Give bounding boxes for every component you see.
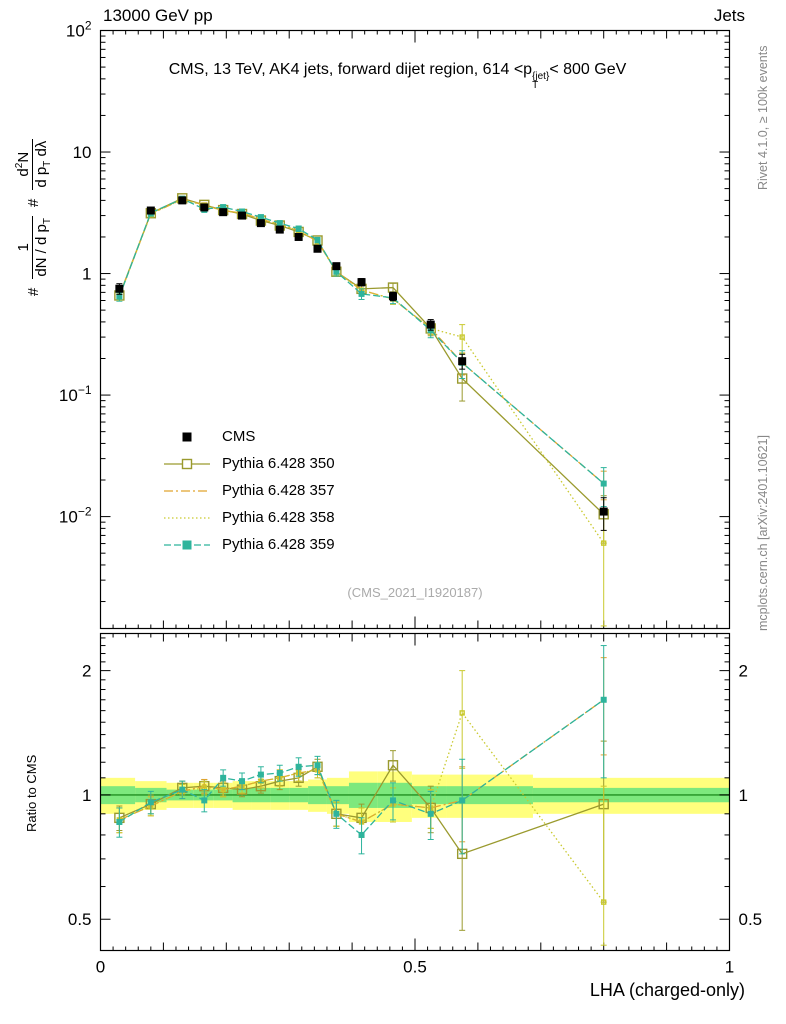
series-main-pythia-6-428-358 [116,196,607,627]
legend-marker-line-icon [164,516,210,519]
legend-marker-filled-square-icon [164,540,210,549]
svg-text:1: 1 [82,265,91,284]
svg-text:10−1: 10−1 [59,383,92,405]
mcplots-reference-note: mcplots.cern.ch [arXiv:2401.10621] [756,435,770,631]
y-axis-fraction-1: 1 dN / d pT [14,216,54,279]
legend-item: Pythia 6.428 357 [162,477,335,504]
plot-title: CMS, 13 TeV, AK4 jets, forward dijet reg… [168,61,627,91]
main-y-axis-label: # 1 dN / d pT # d2N d pT dλ [14,138,54,296]
axis-ticks [100,30,730,951]
svg-text:0.5: 0.5 [403,958,427,977]
legend-item: Pythia 6.428 359 [162,531,335,558]
svg-text:0.5: 0.5 [68,910,92,929]
legend-marker-open-square-icon [164,458,210,469]
legend-marker-line-icon [164,489,210,492]
svg-text:10−2: 10−2 [59,505,92,527]
legend-label: Pythia 6.428 359 [222,536,335,553]
pt-jet-symbol: {jet} T [532,71,550,91]
svg-text:1: 1 [739,786,748,805]
beam-energy-label: 13000 GeV pp [103,6,213,25]
legend-label: Pythia 6.428 357 [222,482,335,499]
svg-text:2: 2 [739,662,748,681]
x-axis-label: LHA (charged-only) [589,980,745,1000]
plot-title-text: CMS, 13 TeV, AK4 jets, forward dijet reg… [168,61,533,78]
y-axis-fraction-2: d2N d pT dλ [14,138,54,190]
series-ratio-pythia-6-428-359 [116,645,607,855]
legend-item: CMS [162,423,335,450]
ratio-y-axis-label: Ratio to CMS [24,754,39,832]
svg-text:1: 1 [82,786,91,805]
analysis-id-watermark: (CMS_2021_I1920187) [347,585,483,600]
legend-item: Pythia 6.428 350 [162,450,335,477]
ratio-uncertainty-bands [100,771,730,822]
analysis-group-label: Jets [713,6,745,25]
axis-tick-labels: 10−2 10−1 1 10 102 0.5 0.5 1 1 2 2 0 0.5 1 [59,19,762,977]
svg-text:1: 1 [725,958,734,977]
legend: CMS Pythia 6.428 350 Pythia 6.428 357 Pythi… [162,423,335,558]
svg-text:102: 102 [66,19,92,41]
legend-marker-filled-square-icon [182,432,192,441]
legend-label: CMS [222,428,256,445]
legend-item: Pythia 6.428 358 [162,504,335,531]
legend-label: Pythia 6.428 350 [222,455,335,472]
rivet-version-note: Rivet 4.1.0, ≥ 100k events [756,45,770,190]
svg-text:2: 2 [82,662,91,681]
legend-label: Pythia 6.428 358 [222,509,335,526]
svg-text:0: 0 [96,958,105,977]
svg-text:0.5: 0.5 [739,910,763,929]
series-main-cms [115,196,608,531]
svg-text:10: 10 [73,143,92,162]
